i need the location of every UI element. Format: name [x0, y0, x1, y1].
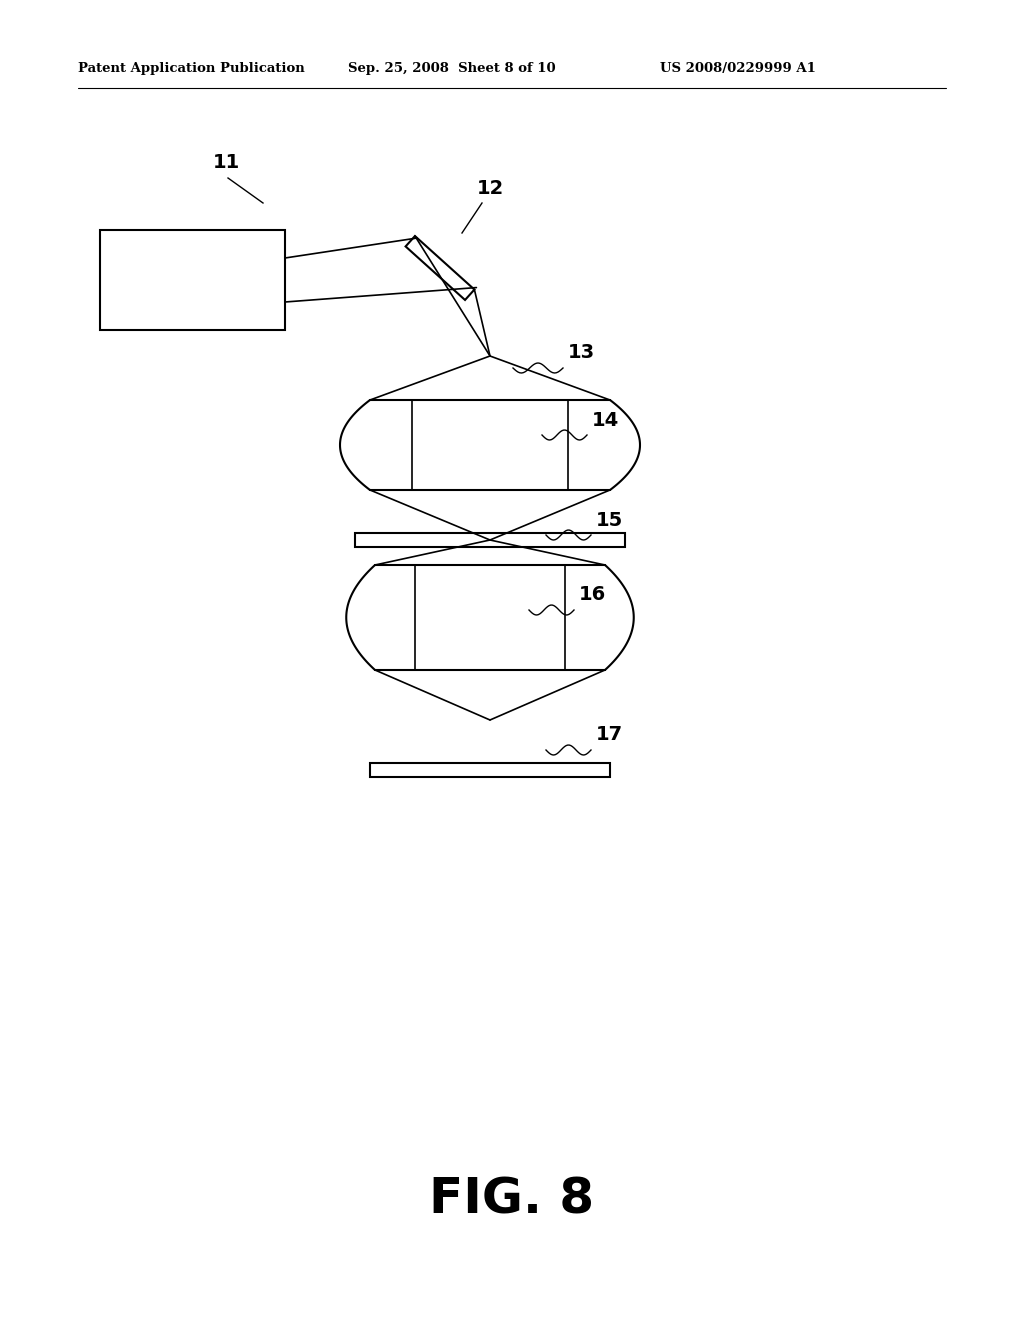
Text: 15: 15 [596, 511, 624, 529]
Polygon shape [406, 236, 474, 300]
Text: 14: 14 [592, 411, 620, 429]
Text: Sep. 25, 2008  Sheet 8 of 10: Sep. 25, 2008 Sheet 8 of 10 [348, 62, 556, 75]
Text: 12: 12 [477, 178, 504, 198]
Text: FIG. 8: FIG. 8 [429, 1176, 595, 1224]
Text: Patent Application Publication: Patent Application Publication [78, 62, 305, 75]
Text: 13: 13 [568, 343, 595, 363]
Text: 11: 11 [213, 153, 241, 173]
Text: 17: 17 [596, 726, 624, 744]
Bar [355, 533, 625, 546]
Bar [100, 230, 285, 330]
Bar [370, 763, 610, 777]
Text: US 2008/0229999 A1: US 2008/0229999 A1 [660, 62, 816, 75]
Text: 16: 16 [579, 586, 606, 605]
